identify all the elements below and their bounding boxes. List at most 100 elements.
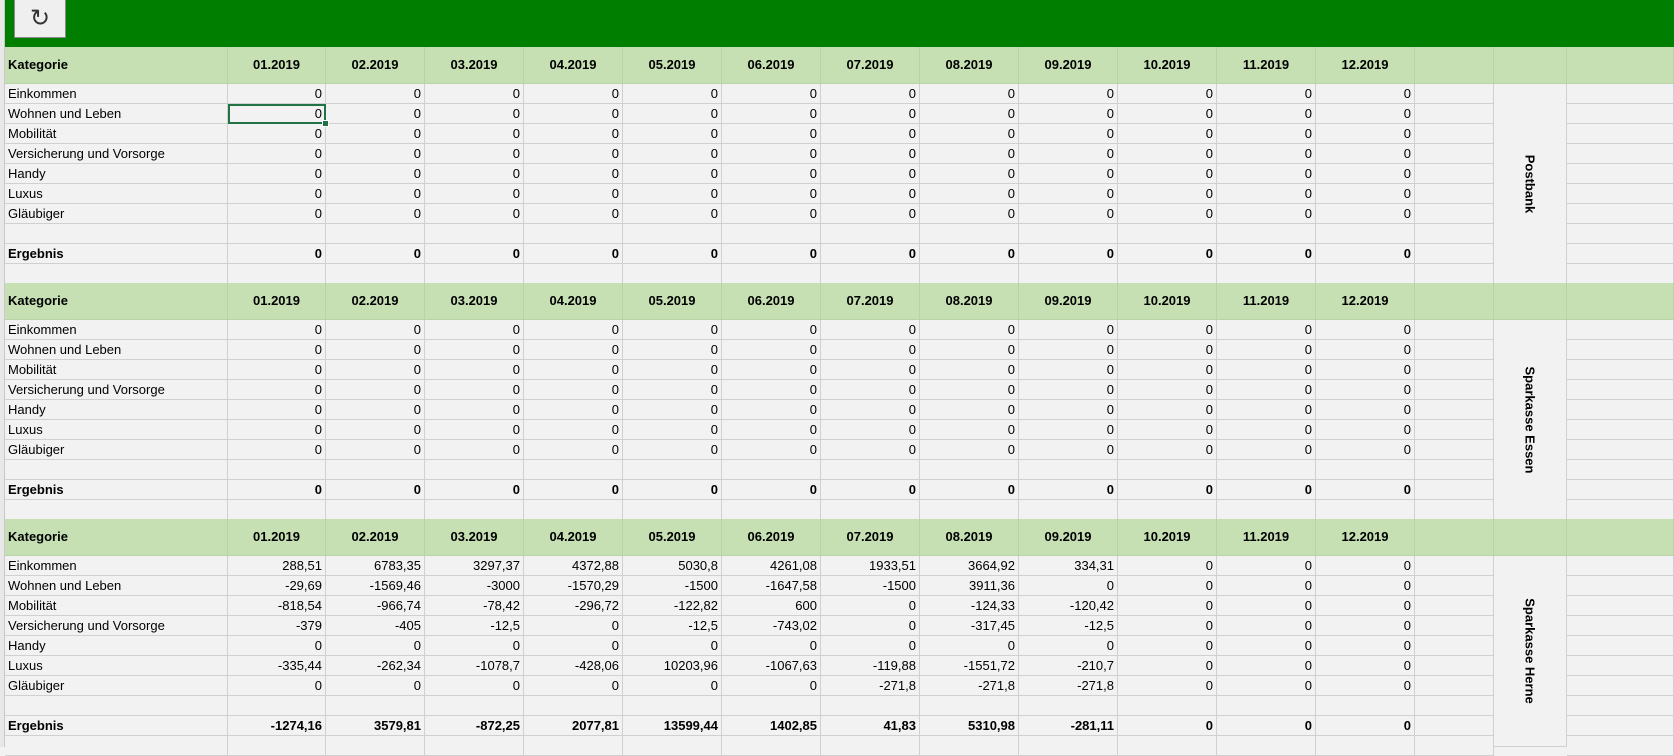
header-empty-cell[interactable]	[1415, 519, 1494, 556]
value-cell[interactable]: 0	[1019, 360, 1118, 380]
column-header-month[interactable]: 09.2019	[1019, 519, 1118, 556]
value-cell[interactable]: 0	[425, 84, 524, 104]
empty-cell[interactable]	[1567, 696, 1674, 716]
category-cell[interactable]: Einkommen	[5, 320, 228, 340]
value-cell[interactable]: 0	[1217, 360, 1316, 380]
value-cell[interactable]: 0	[722, 84, 821, 104]
empty-cell[interactable]	[1567, 340, 1674, 360]
value-cell[interactable]: 0	[1019, 636, 1118, 656]
result-value-cell[interactable]: -872,25	[425, 716, 524, 736]
value-cell[interactable]: 0	[1118, 340, 1217, 360]
empty-cell[interactable]	[1415, 696, 1494, 716]
header-empty-cell[interactable]	[1567, 519, 1674, 556]
value-cell[interactable]: 0	[326, 636, 425, 656]
empty-cell[interactable]	[1415, 320, 1494, 340]
empty-cell[interactable]	[1567, 144, 1674, 164]
column-header-month[interactable]: 02.2019	[326, 283, 425, 320]
value-cell[interactable]: 0	[821, 380, 920, 400]
empty-cell[interactable]	[1415, 400, 1494, 420]
value-cell[interactable]: 0	[1118, 124, 1217, 144]
value-cell[interactable]: 0	[524, 616, 623, 636]
category-cell[interactable]: Luxus	[5, 184, 228, 204]
value-cell[interactable]: 0	[1019, 380, 1118, 400]
value-cell[interactable]: 0	[228, 184, 326, 204]
category-cell[interactable]: Versicherung und Vorsorge	[5, 144, 228, 164]
value-cell[interactable]: -405	[326, 616, 425, 636]
value-cell[interactable]: 0	[1118, 596, 1217, 616]
value-cell[interactable]: 0	[623, 124, 722, 144]
column-header-month[interactable]: 06.2019	[722, 283, 821, 320]
result-value-cell[interactable]: -281,11	[1019, 716, 1118, 736]
result-value-cell[interactable]: 0	[425, 480, 524, 500]
result-value-cell[interactable]: 2077,81	[524, 716, 623, 736]
value-cell[interactable]: 0	[228, 340, 326, 360]
column-header-month[interactable]: 07.2019	[821, 47, 920, 84]
value-cell[interactable]: 0	[228, 380, 326, 400]
result-value-cell[interactable]: 0	[1118, 244, 1217, 264]
value-cell[interactable]: 0	[821, 104, 920, 124]
value-cell[interactable]: 0	[524, 400, 623, 420]
empty-cell[interactable]	[623, 696, 722, 716]
value-cell[interactable]: -120,42	[1019, 596, 1118, 616]
value-cell[interactable]: 0	[425, 124, 524, 144]
value-cell[interactable]: 0	[1316, 556, 1415, 576]
value-cell[interactable]: 0	[425, 360, 524, 380]
selected-cell[interactable]: 0	[228, 104, 326, 124]
value-cell[interactable]: 0	[326, 440, 425, 460]
empty-cell[interactable]	[920, 696, 1019, 716]
empty-cell[interactable]	[326, 460, 425, 480]
empty-cell[interactable]	[1567, 556, 1674, 576]
empty-cell[interactable]	[228, 224, 326, 244]
value-cell[interactable]: 0	[1217, 636, 1316, 656]
column-header-month[interactable]: 07.2019	[821, 519, 920, 556]
empty-cell[interactable]	[1415, 736, 1494, 756]
value-cell[interactable]: 0	[524, 320, 623, 340]
column-header-month[interactable]: 12.2019	[1316, 283, 1415, 320]
value-cell[interactable]: 0	[1217, 380, 1316, 400]
value-cell[interactable]: 0	[425, 164, 524, 184]
value-cell[interactable]: 0	[1316, 576, 1415, 596]
value-cell[interactable]: 0	[722, 380, 821, 400]
value-cell[interactable]: 0	[1316, 204, 1415, 224]
empty-cell[interactable]	[1415, 204, 1494, 224]
result-value-cell[interactable]: 0	[425, 244, 524, 264]
value-cell[interactable]: 0	[1217, 420, 1316, 440]
value-cell[interactable]: 0	[722, 440, 821, 460]
column-header-month[interactable]: 11.2019	[1217, 283, 1316, 320]
value-cell[interactable]: 0	[1019, 84, 1118, 104]
value-cell[interactable]: 0	[228, 320, 326, 340]
value-cell[interactable]: -271,8	[920, 676, 1019, 696]
result-value-cell[interactable]: 0	[1217, 480, 1316, 500]
value-cell[interactable]: 0	[722, 104, 821, 124]
value-cell[interactable]: 0	[1019, 184, 1118, 204]
value-cell[interactable]: 0	[920, 320, 1019, 340]
category-cell[interactable]: Einkommen	[5, 556, 228, 576]
value-cell[interactable]: 0	[228, 144, 326, 164]
value-cell[interactable]: 0	[1316, 144, 1415, 164]
empty-cell[interactable]	[1316, 264, 1415, 284]
column-header-month[interactable]: 01.2019	[228, 283, 326, 320]
empty-cell[interactable]	[1415, 576, 1494, 596]
result-value-cell[interactable]: 0	[1217, 716, 1316, 736]
value-cell[interactable]: 0	[326, 164, 425, 184]
result-value-cell[interactable]: 0	[821, 480, 920, 500]
empty-cell[interactable]	[425, 736, 524, 756]
value-cell[interactable]: 0	[425, 144, 524, 164]
value-cell[interactable]: 0	[1118, 380, 1217, 400]
value-cell[interactable]: 0	[821, 616, 920, 636]
value-cell[interactable]: 0	[228, 676, 326, 696]
empty-cell[interactable]	[920, 500, 1019, 520]
value-cell[interactable]: 0	[1019, 320, 1118, 340]
value-cell[interactable]: 4261,08	[722, 556, 821, 576]
value-cell[interactable]: -3000	[425, 576, 524, 596]
value-cell[interactable]: 0	[1316, 676, 1415, 696]
value-cell[interactable]: 0	[326, 420, 425, 440]
value-cell[interactable]: -1569,46	[326, 576, 425, 596]
empty-cell[interactable]	[1567, 636, 1674, 656]
value-cell[interactable]: -743,02	[722, 616, 821, 636]
value-cell[interactable]: 0	[1316, 380, 1415, 400]
value-cell[interactable]: 0	[920, 204, 1019, 224]
value-cell[interactable]: 0	[1316, 400, 1415, 420]
empty-cell[interactable]	[821, 460, 920, 480]
column-header-month[interactable]: 05.2019	[623, 47, 722, 84]
